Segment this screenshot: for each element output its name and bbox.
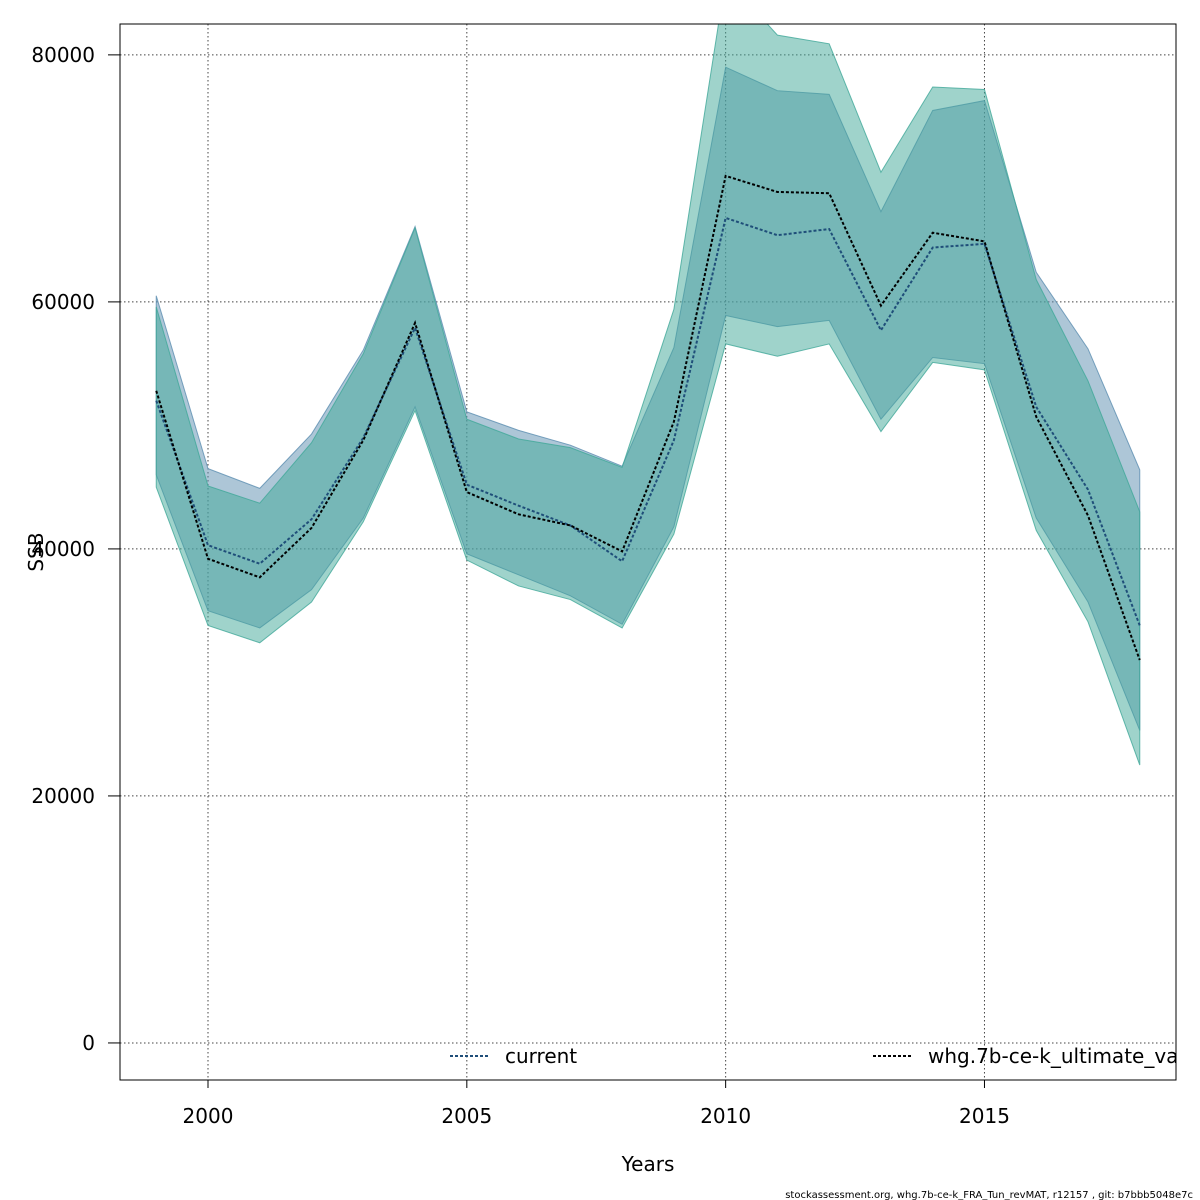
y-tick-label: 40000 [31, 537, 95, 561]
legend-label-1: whg.7b-ce-k_ultimate_va [928, 1044, 1178, 1068]
y-tick-label: 80000 [31, 43, 95, 67]
y-axis-title: SSB [24, 532, 48, 571]
x-tick-label: 2010 [700, 1104, 751, 1128]
legend: current whg.7b-ce-k_ultimate_va [450, 1044, 1178, 1068]
x-axis-title: Years [621, 1152, 675, 1176]
y-tick-label: 20000 [31, 784, 95, 808]
x-tick-label: 2015 [959, 1104, 1010, 1128]
x-axis: 2000 2005 2010 2015 [183, 1080, 1010, 1128]
legend-label-0: current [505, 1044, 577, 1068]
series-line-0 [155, 216, 1141, 626]
y-tick-label: 0 [82, 1031, 95, 1055]
x-tick-label: 2005 [441, 1104, 492, 1128]
confidence-band-1 [155, 24, 1141, 766]
y-tick-label: 60000 [31, 290, 95, 314]
confidence-bands [155, 24, 1141, 766]
x-tick-label: 2000 [183, 1104, 234, 1128]
plot-frame [119, 23, 1177, 1081]
y-axis: 0 20000 40000 60000 80000 [31, 43, 120, 1055]
footer-text: stockassessment.org, whg.7b-ce-k_FRA_Tun… [785, 1190, 1193, 1200]
series-lines [155, 174, 1141, 661]
series-line-1 [155, 174, 1141, 661]
